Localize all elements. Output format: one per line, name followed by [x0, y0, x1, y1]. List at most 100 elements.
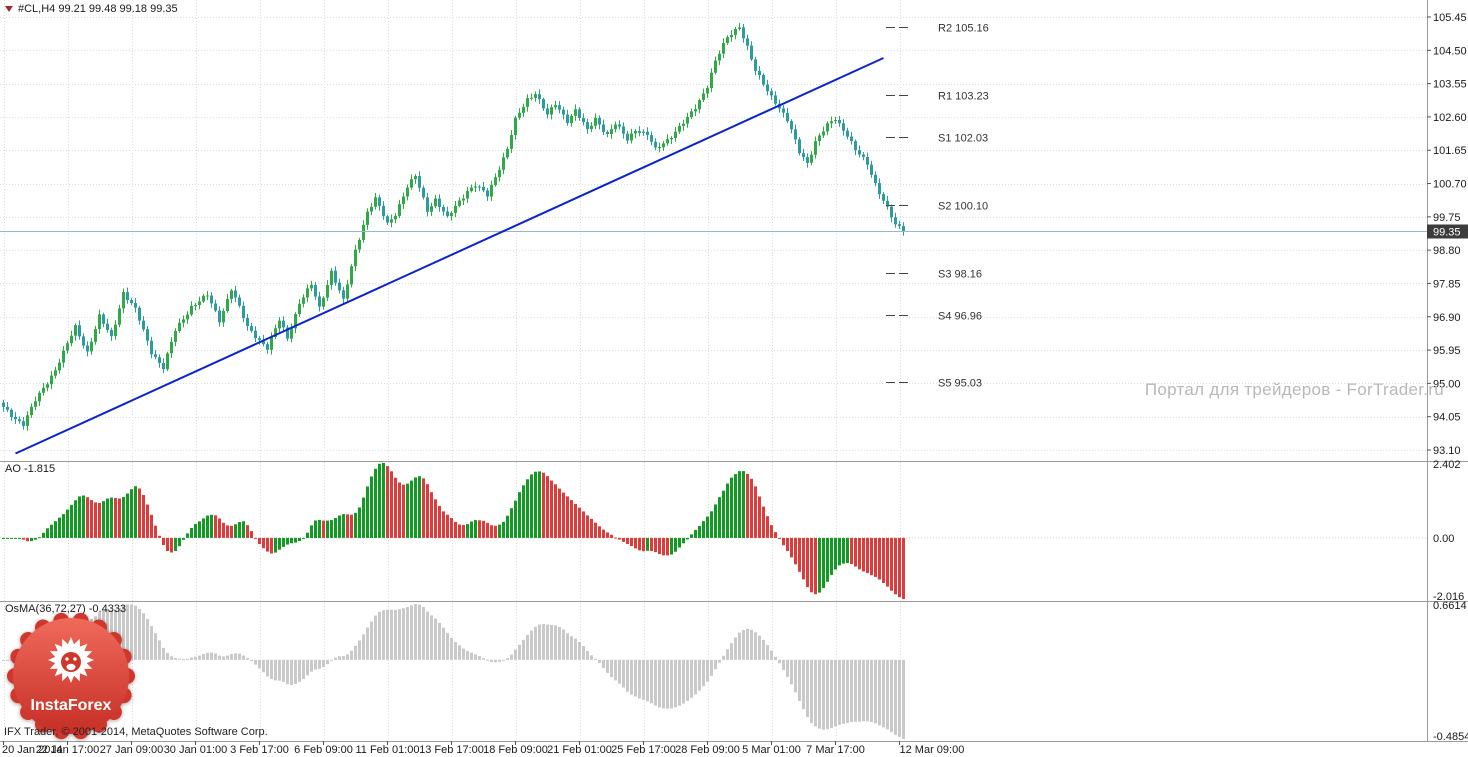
candle-body — [354, 249, 357, 267]
osma-bar — [762, 639, 765, 660]
ao-bar — [570, 500, 573, 538]
osma-bar — [234, 653, 237, 660]
osma-bar — [318, 659, 321, 669]
candle-body — [326, 284, 329, 298]
osma-bar — [426, 611, 429, 660]
ao-bar — [10, 537, 13, 539]
candle-body — [122, 292, 125, 309]
ao-bar — [670, 537, 673, 555]
candle-body — [170, 341, 173, 354]
candle-body — [846, 130, 849, 137]
osma-bar — [650, 659, 653, 704]
candle-body — [866, 156, 869, 165]
ao-bar — [242, 521, 245, 538]
time-axis-label: 30 Jan 01:00 — [164, 744, 228, 756]
time-axis-label: 7 Mar 17:00 — [806, 744, 865, 756]
candle-body — [94, 329, 97, 342]
ao-bar — [814, 537, 817, 595]
ao-bar — [150, 514, 153, 538]
osma-bar — [630, 659, 633, 695]
price-axis-label: 102.60 — [1433, 112, 1467, 124]
ao-bar — [462, 525, 465, 538]
ao-bar — [342, 514, 345, 538]
ao-histogram[interactable] — [2, 463, 905, 599]
candle-body — [34, 401, 37, 407]
time-axis-label: 6 Feb 09:00 — [294, 744, 353, 756]
osma-bar — [270, 659, 273, 679]
osma-bar — [654, 659, 657, 706]
osma-bar — [578, 642, 581, 660]
osma-bar — [362, 634, 365, 660]
ao-bar — [478, 520, 481, 538]
candle-body — [770, 91, 773, 96]
candle-body — [706, 88, 709, 94]
ao-bar — [90, 500, 93, 538]
osma-bar — [286, 659, 289, 685]
ao-bar — [210, 514, 213, 538]
osma-bar — [302, 659, 305, 679]
osma-bar — [814, 659, 817, 727]
candle-body — [310, 284, 313, 289]
candlestick-series[interactable] — [2, 22, 905, 431]
osma-bar — [590, 655, 593, 660]
ao-bar — [550, 480, 553, 538]
osma-bar — [874, 659, 877, 724]
ao-bar — [490, 525, 493, 538]
candle-body — [398, 204, 401, 216]
candle-body — [246, 318, 249, 326]
ao-bar — [434, 499, 437, 538]
ao-bar — [898, 537, 901, 598]
ao-bar — [706, 516, 709, 538]
osma-bar — [386, 609, 389, 660]
osma-bar — [370, 621, 373, 660]
ao-bar — [838, 537, 841, 566]
ao-bar — [118, 498, 121, 538]
ao-bar — [82, 495, 85, 538]
candle-body — [566, 114, 569, 124]
osma-bar — [238, 653, 241, 660]
ao-bar — [738, 471, 741, 538]
osma-bar — [790, 659, 793, 685]
osma-histogram[interactable] — [2, 604, 905, 739]
candle-body — [526, 98, 529, 107]
candle-body — [590, 125, 593, 129]
candle-body — [718, 53, 721, 61]
ao-bar — [442, 511, 445, 538]
ao-bar — [246, 525, 249, 538]
ao-bar — [730, 477, 733, 538]
ao-bar — [378, 463, 381, 538]
osma-bar — [714, 659, 717, 670]
candle-body — [22, 421, 25, 426]
ao-bar — [506, 515, 509, 538]
ao-bar — [146, 504, 149, 538]
collapse-triangle-icon[interactable] — [5, 6, 13, 12]
candle-body — [546, 108, 549, 115]
price-axis-label: 103.55 — [1433, 79, 1467, 91]
ao-bar — [834, 537, 837, 570]
candle-body — [654, 141, 657, 148]
ao-bar — [290, 537, 293, 544]
osma-bar — [278, 659, 281, 681]
osma-bar — [294, 659, 297, 684]
osma-bar — [202, 654, 205, 660]
ao-bar — [858, 537, 861, 570]
osma-bar — [282, 659, 285, 682]
trendline[interactable] — [15, 57, 884, 455]
candle-body — [882, 194, 885, 201]
osma-bar — [606, 659, 609, 673]
osma-bar — [566, 633, 569, 660]
candle-body — [614, 124, 617, 130]
osma-bar — [842, 659, 845, 724]
candle-body — [598, 117, 601, 125]
candle-body — [502, 157, 505, 170]
osma-bar — [742, 629, 745, 660]
ao-bar — [62, 514, 65, 538]
ao-bar — [682, 537, 685, 544]
osma-bar — [766, 645, 769, 660]
osma-bar — [434, 618, 437, 660]
osma-bar — [470, 652, 473, 660]
candle-body — [438, 198, 441, 207]
candle-body — [174, 331, 177, 342]
price-axis-label: 93.10 — [1433, 445, 1461, 457]
